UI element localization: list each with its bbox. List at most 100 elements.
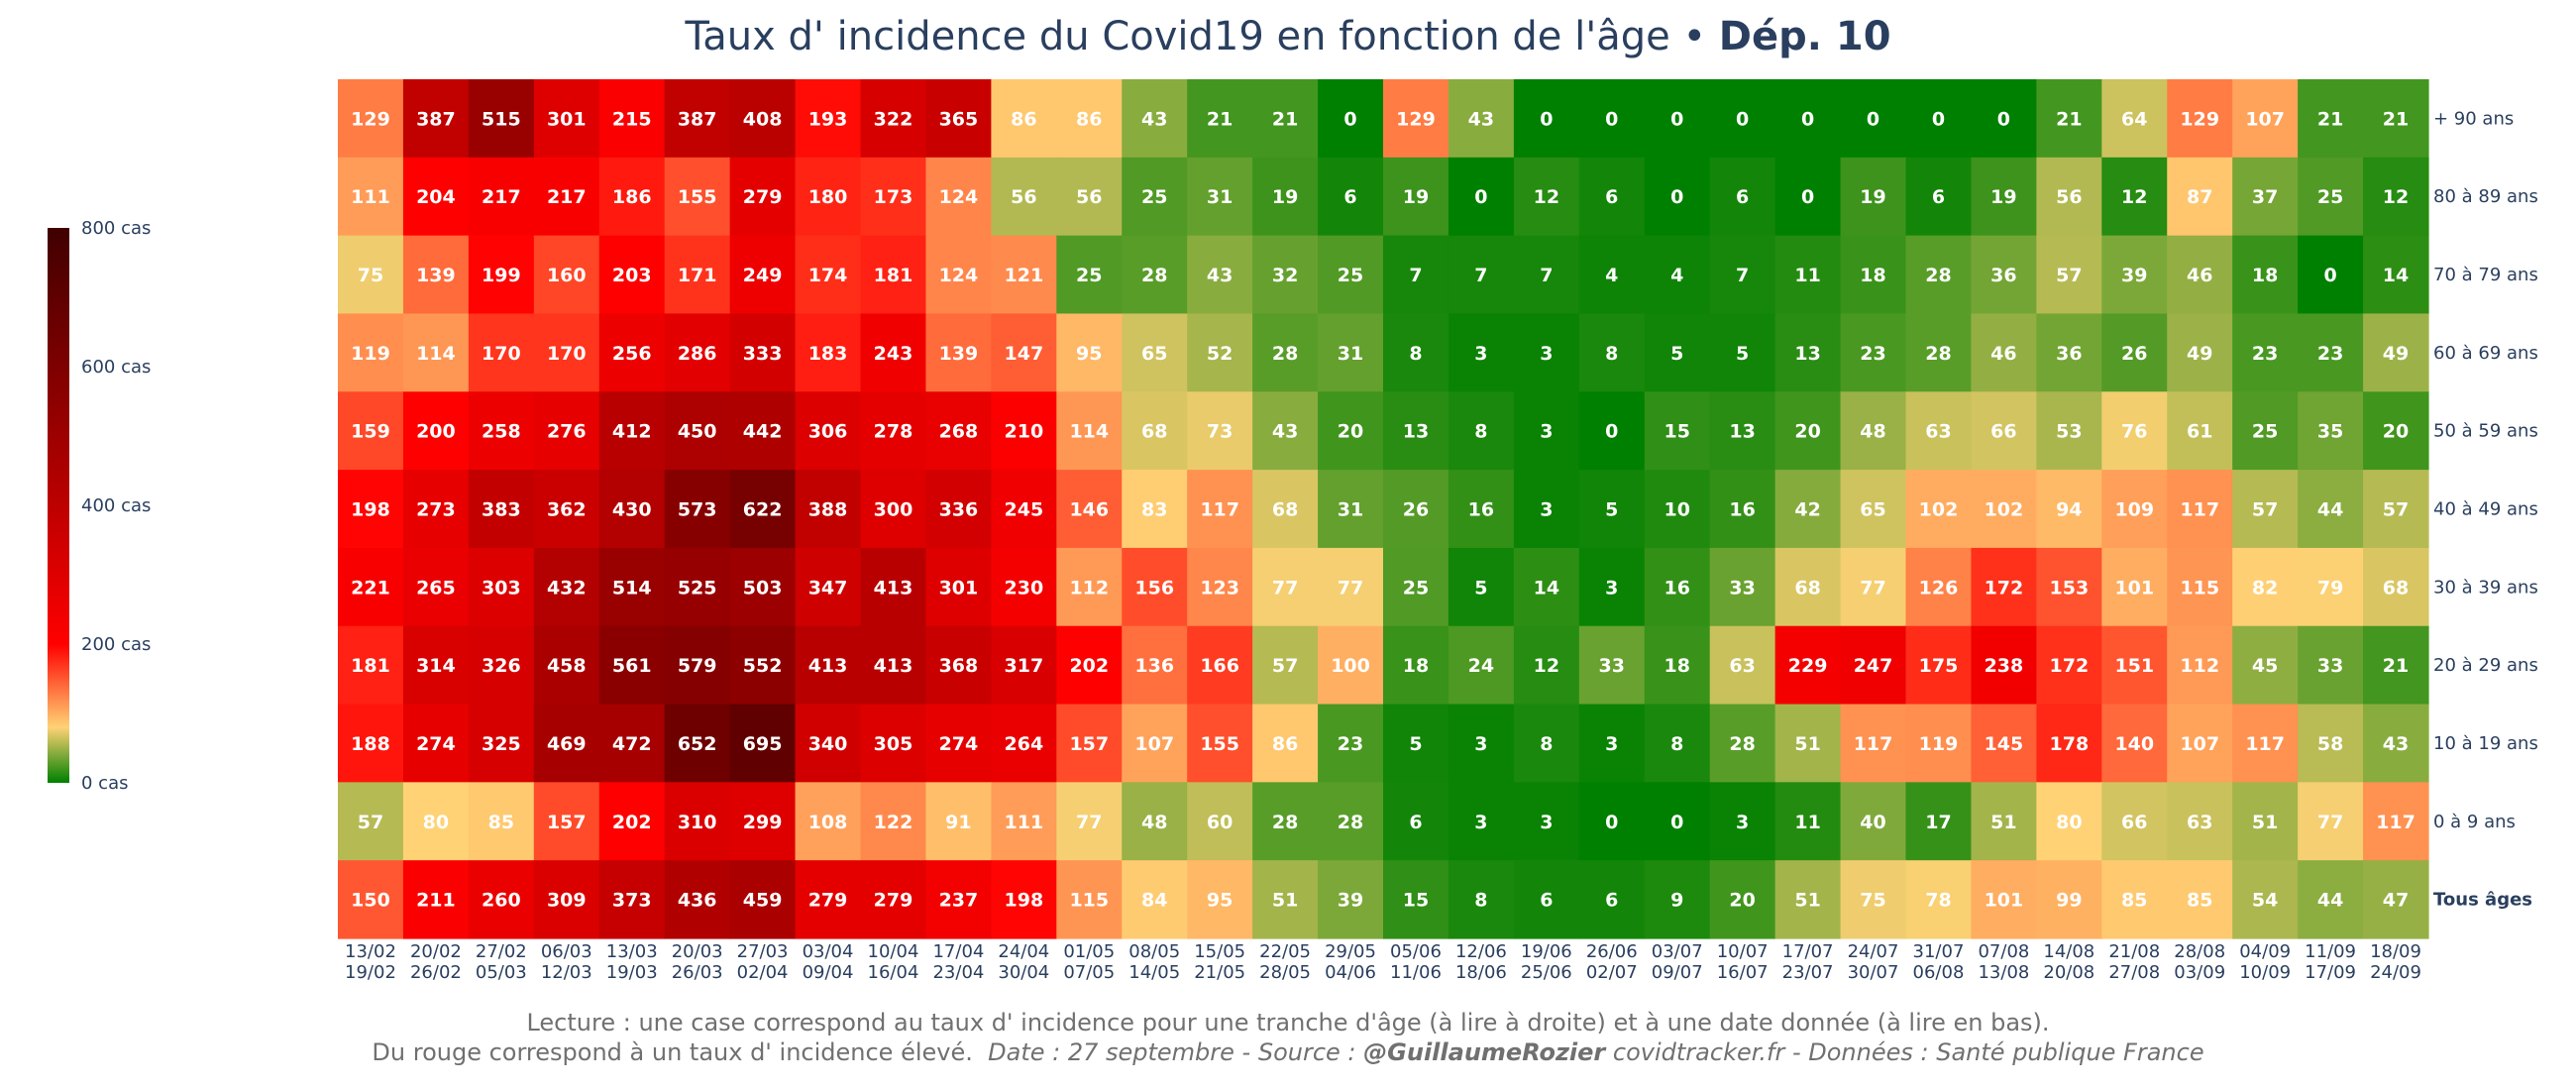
heatmap-cell	[860, 79, 927, 159]
cell-value-label: 64	[2121, 108, 2147, 130]
heatmap-cell	[1056, 782, 1123, 861]
cell-value-label: 155	[1200, 733, 1239, 755]
heatmap-cell	[1905, 547, 1973, 627]
cell-value-label: 0	[1605, 812, 1618, 833]
heatmap-cell	[2101, 470, 2168, 549]
cell-value-label: 18	[1664, 655, 1689, 677]
heatmap-cell	[338, 547, 404, 627]
cell-value-label: 43	[1272, 421, 1298, 443]
cell-value-label: 28	[1272, 343, 1298, 365]
cell-value-label: 80	[423, 812, 449, 833]
y-tick-label: 0 à 9 ans	[2433, 812, 2516, 832]
cell-value-label: 23	[2317, 343, 2343, 365]
cell-value-label: 73	[1207, 421, 1233, 443]
cell-value-label: 9	[1670, 890, 1683, 912]
cell-value-label: 186	[612, 186, 652, 208]
heatmap-cell	[1187, 782, 1253, 861]
heatmap-cell	[1122, 470, 1188, 549]
cell-value-label: 322	[874, 108, 913, 130]
heatmap-cell	[1709, 625, 1776, 706]
heatmap-cell	[1448, 860, 1515, 939]
cell-value-label: 86	[1011, 108, 1036, 130]
cell-value-label: 57	[2383, 499, 2409, 521]
x-tick-label-start: 13/03	[606, 941, 658, 962]
cell-value-label: 91	[945, 812, 971, 833]
cell-value-label: 198	[1005, 890, 1044, 912]
cell-value-label: 15	[1664, 421, 1689, 443]
heatmap-cell	[1252, 391, 1319, 471]
heatmap-cell	[1187, 547, 1253, 627]
cell-value-label: 126	[1919, 577, 1959, 599]
cell-value-label: 286	[678, 343, 717, 365]
x-tick-label-start: 04/09	[2239, 941, 2291, 962]
cell-value-label: 260	[482, 890, 521, 912]
heatmap-cell	[1774, 157, 1842, 237]
cell-value-label: 13	[1403, 421, 1429, 443]
heatmap-cell	[1122, 547, 1188, 627]
cell-value-label: 221	[351, 577, 390, 599]
cell-value-label: 12	[2383, 186, 2409, 208]
heatmap-cell	[533, 470, 600, 549]
cell-value-label: 10	[1664, 499, 1689, 521]
heatmap-cell	[664, 704, 731, 783]
cell-value-label: 6	[1409, 812, 1422, 833]
heatmap-cell	[402, 313, 470, 392]
heatmap-cell	[2298, 470, 2364, 549]
cell-value-label: 25	[1403, 577, 1429, 599]
heatmap-cell	[1840, 782, 1907, 861]
heatmap-cell	[1578, 235, 1646, 315]
cell-value-label: 94	[2056, 499, 2082, 521]
cell-value-label: 0	[1670, 186, 1683, 208]
cell-value-label: 0	[1736, 108, 1749, 130]
heatmap-cell	[1448, 704, 1515, 783]
cell-value-label: 119	[1919, 733, 1959, 755]
x-tick-label-start: 05/06	[1390, 941, 1442, 962]
heatmap-cell	[1644, 391, 1711, 471]
cell-value-label: 119	[351, 343, 390, 365]
cell-value-label: 21	[2056, 108, 2082, 130]
heatmap-cell	[1513, 235, 1580, 315]
heatmap-cell	[2298, 704, 2364, 783]
cell-value-label: 95	[1207, 890, 1233, 912]
cell-value-label: 387	[678, 108, 717, 130]
cell-value-label: 8	[1540, 733, 1553, 755]
cell-value-label: 45	[2252, 655, 2278, 677]
heatmap-cell	[598, 704, 666, 783]
heatmap-cell	[1122, 860, 1188, 939]
cell-value-label: 247	[1854, 655, 1893, 677]
cell-value-label: 18	[1403, 655, 1429, 677]
cell-value-label: 86	[1076, 108, 1102, 130]
x-tick-label-end: 25/06	[1521, 962, 1572, 983]
heatmap-cell	[2036, 625, 2102, 706]
cell-value-label: 230	[1005, 577, 1044, 599]
heatmap-cell	[795, 470, 862, 549]
heatmap-cell	[1905, 391, 1973, 471]
heatmap-cell	[1513, 79, 1580, 159]
heatmap-cell	[1513, 860, 1580, 939]
cell-value-label: 157	[1069, 733, 1109, 755]
cell-value-label: 174	[808, 265, 848, 286]
cell-value-label: 459	[743, 890, 783, 912]
cell-value-label: 54	[2252, 890, 2278, 912]
heatmap-cell	[2036, 704, 2102, 783]
heatmap-cell	[1644, 79, 1711, 159]
heatmap-cell	[468, 79, 535, 159]
heatmap-cell	[1840, 860, 1907, 939]
heatmap-cell	[925, 625, 992, 706]
y-tick-label: 20 à 29 ans	[2433, 655, 2538, 676]
heatmap-cell	[1122, 313, 1188, 392]
heatmap-cell	[1774, 235, 1842, 315]
cell-value-label: 51	[2252, 812, 2278, 833]
cell-value-label: 237	[939, 890, 979, 912]
cell-value-label: 279	[808, 890, 848, 912]
heatmap-cell	[2232, 470, 2299, 549]
cell-value-label: 193	[808, 108, 848, 130]
cell-value-label: 102	[1985, 499, 2024, 521]
cell-value-label: 57	[358, 812, 383, 833]
cell-value-label: 7	[1540, 265, 1553, 286]
cell-value-label: 56	[1011, 186, 1036, 208]
cell-value-label: 0	[1801, 186, 1814, 208]
heatmap-cell	[1252, 470, 1319, 549]
heatmap-cell	[1971, 391, 2037, 471]
y-tick-label: + 90 ans	[2433, 108, 2514, 129]
